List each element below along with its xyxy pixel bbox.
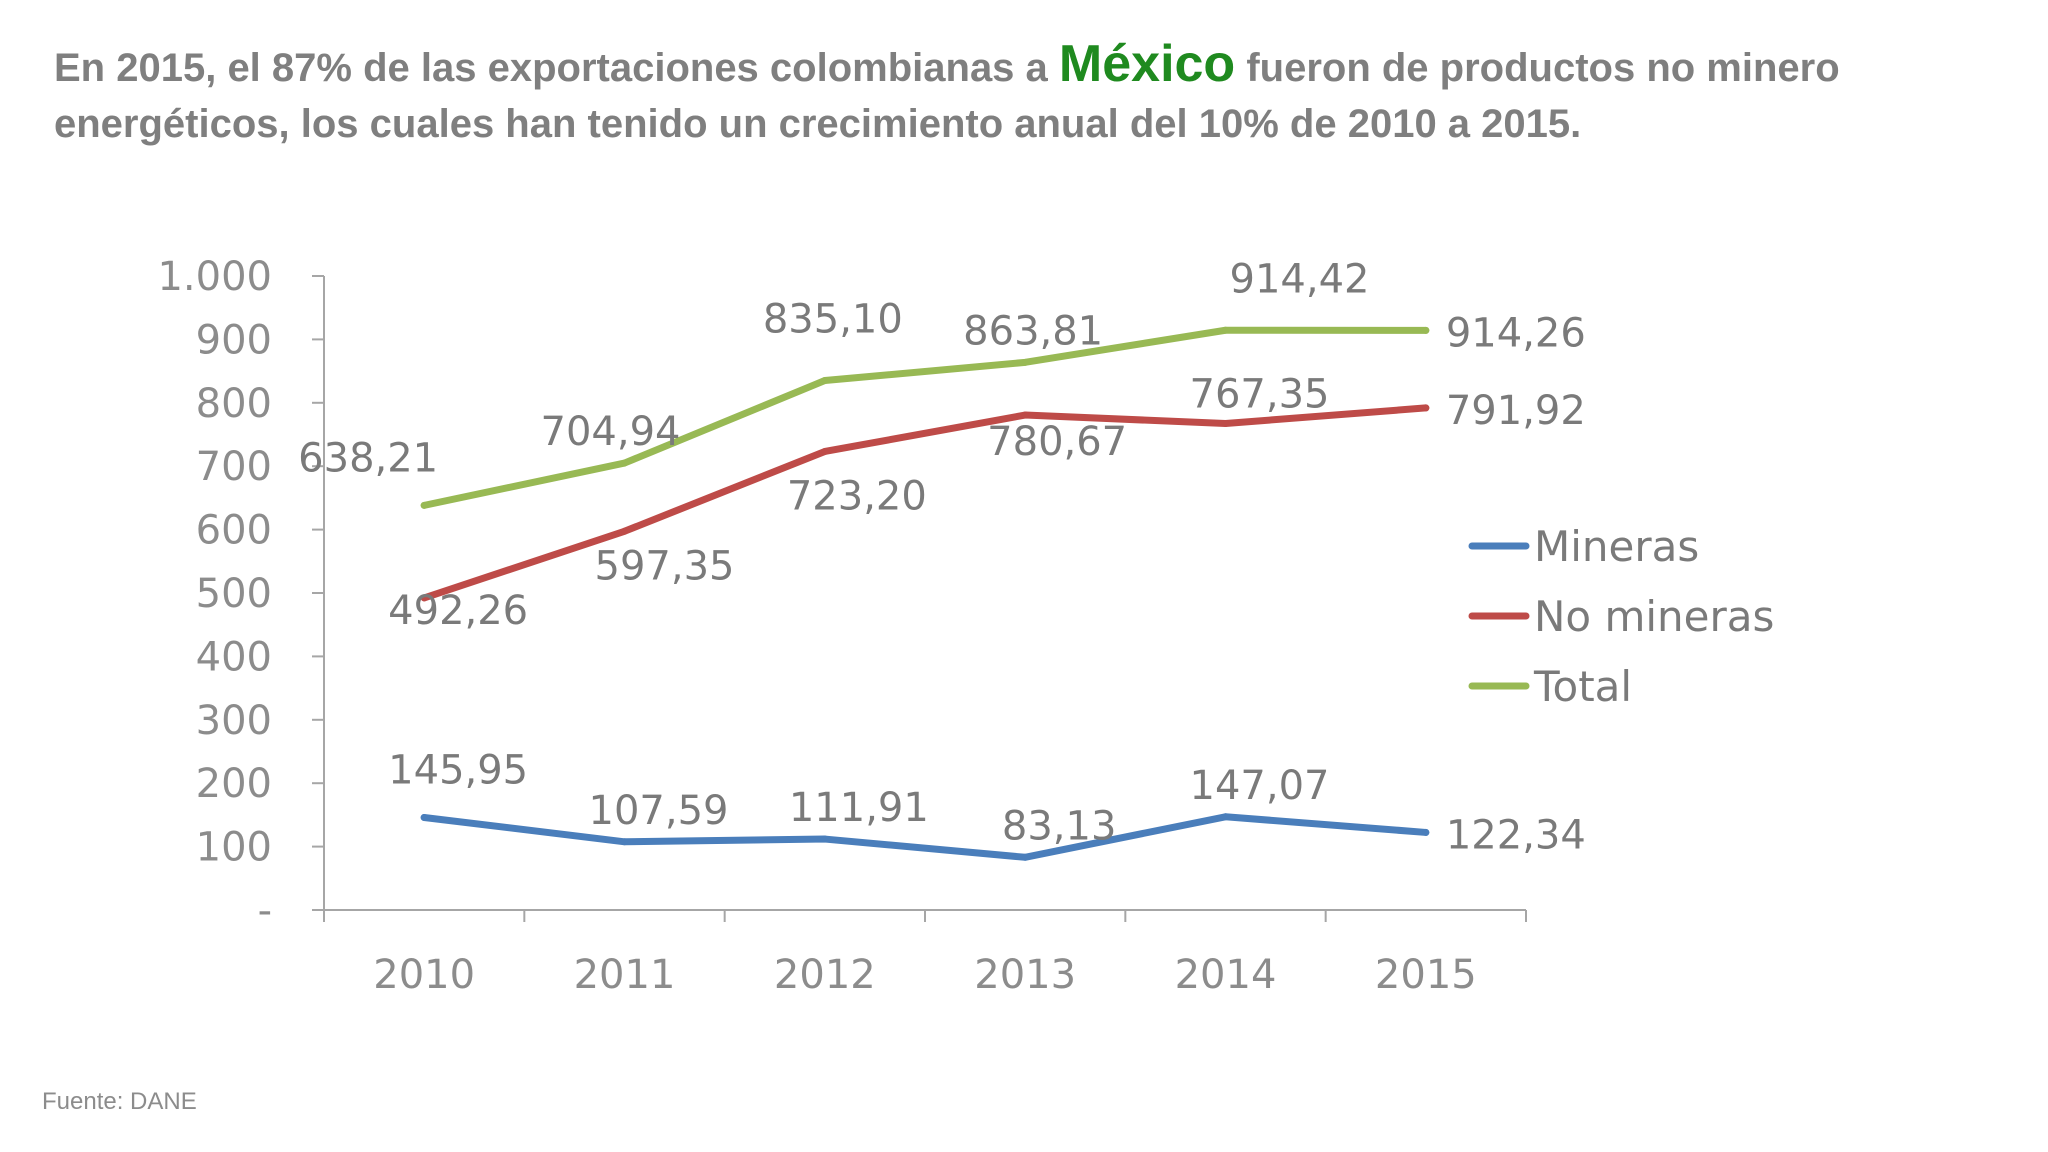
headline-highlight: México (1058, 35, 1236, 93)
data-label: 147,07 (1190, 763, 1330, 809)
data-label: 767,35 (1190, 372, 1330, 418)
data-point (1422, 326, 1430, 334)
data-point (420, 813, 428, 821)
data-point (1422, 828, 1430, 836)
data-label: 638,21 (298, 435, 438, 481)
legend-label: Total (1533, 662, 1632, 711)
data-label: 863,81 (963, 308, 1103, 354)
data-label: 145,95 (388, 747, 528, 793)
data-point (1222, 813, 1229, 821)
data-point (821, 377, 829, 385)
y-tick-label: 200 (196, 761, 272, 807)
data-point (420, 501, 428, 509)
data-point (420, 594, 428, 602)
x-tick-label: 2012 (774, 952, 876, 998)
x-tick-label: 2011 (574, 952, 676, 998)
x-tick-label: 2015 (1375, 952, 1477, 998)
y-tick-label: 700 (196, 444, 272, 490)
data-label: 835,10 (763, 297, 903, 343)
series-line-mineras (420, 813, 1430, 861)
headline-before: En 2015, el 87% de las exportaciones col… (54, 46, 1059, 90)
y-tick-label: 1.000 (157, 254, 272, 300)
y-tick-label: - (258, 888, 272, 934)
data-label: 122,34 (1446, 812, 1586, 858)
x-tick-label: 2013 (974, 952, 1076, 998)
y-tick-label: 600 (196, 508, 272, 554)
y-tick-label: 900 (196, 317, 272, 363)
legend-label: Mineras (1534, 522, 1699, 571)
data-label: 111,91 (789, 785, 929, 831)
headline-after: fueron de productos no minero energético… (54, 46, 1840, 146)
data-point (621, 527, 628, 535)
data-point (1021, 853, 1029, 861)
source-note: Fuente: DANE (42, 1088, 197, 1115)
y-tick-label: 300 (196, 698, 272, 744)
data-point (1021, 411, 1029, 419)
data-label: 597,35 (595, 543, 735, 589)
data-label: 914,26 (1446, 310, 1586, 356)
data-point (1222, 326, 1229, 334)
data-label: 107,59 (589, 788, 729, 834)
data-label: 780,67 (987, 419, 1127, 465)
data-label: 723,20 (787, 473, 927, 519)
data-point (621, 838, 628, 846)
data-label: 704,94 (541, 409, 681, 455)
headline: En 2015, el 87% de las exportaciones col… (54, 36, 2014, 152)
series-line-total (420, 326, 1430, 509)
data-point (621, 459, 628, 467)
data-point (821, 835, 829, 843)
y-tick-label: 100 (196, 825, 272, 871)
data-point (821, 447, 829, 455)
data-point (1422, 404, 1430, 412)
series-line-no-mineras (420, 404, 1430, 602)
y-tick-label: 800 (196, 381, 272, 427)
x-tick-label: 2014 (1175, 952, 1277, 998)
data-point (1222, 420, 1229, 428)
y-tick-label: 400 (196, 634, 272, 680)
data-label: 791,92 (1446, 388, 1586, 434)
x-tick-label: 2010 (373, 952, 475, 998)
data-point (1021, 358, 1029, 366)
data-label: 914,42 (1230, 256, 1370, 302)
data-label: 83,13 (1002, 803, 1117, 849)
data-label: 492,26 (388, 588, 528, 634)
legend-label: No mineras (1534, 592, 1774, 641)
y-tick-label: 500 (196, 571, 272, 617)
